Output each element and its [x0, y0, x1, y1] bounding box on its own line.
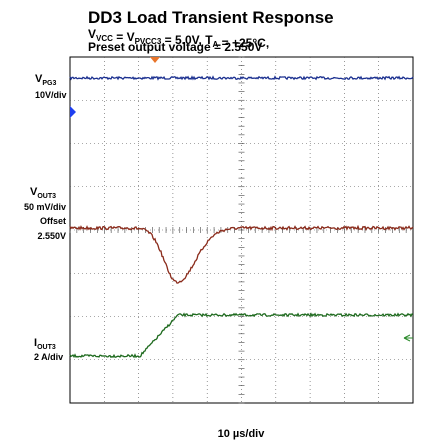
- trace-vpg3: [69, 75, 414, 81]
- trace-iout3: [69, 312, 414, 359]
- subscript: VCC: [96, 34, 113, 43]
- subscript: PG3: [42, 80, 56, 87]
- subscript: PVCC3: [135, 37, 162, 46]
- traces: [69, 75, 414, 359]
- grid: [69, 56, 413, 404]
- channel-scale: 50 mV/div: [24, 202, 66, 212]
- channel-name: IOUT3: [34, 337, 56, 351]
- text-run: = 5.0V, T: [161, 33, 213, 47]
- text-run: V: [30, 186, 38, 198]
- text-run: = V: [113, 30, 135, 44]
- text-run: Preset output voltage = 2.550V: [88, 40, 262, 54]
- offset-label: Offset: [40, 216, 66, 226]
- timebase: 10 µs/div: [218, 428, 266, 440]
- channel-scale: 10V/div: [35, 90, 67, 100]
- channel-marker: [70, 106, 76, 118]
- text-run: V: [88, 27, 96, 41]
- channel-scale: 2 A/div: [34, 352, 63, 362]
- channel-name: VOUT3: [30, 186, 56, 200]
- channel-marker: [403, 334, 413, 342]
- trigger-marker: [150, 57, 160, 63]
- trace-vout3: [69, 224, 414, 284]
- subscript: A: [213, 40, 219, 49]
- subtitle-line: VVCC = VPVCC3 = 5.0V, TA = +25°C,: [88, 27, 269, 50]
- subscript: OUT3: [37, 344, 56, 351]
- offset-value: 2.550V: [37, 231, 66, 241]
- subtitle-line: Preset output voltage = 2.550V: [88, 40, 262, 54]
- channel-name: VPG3: [35, 73, 56, 87]
- text-run: = +25°C,: [218, 36, 269, 50]
- text-run: V: [35, 73, 43, 85]
- subscript: OUT3: [37, 193, 56, 200]
- title: DD3 Load Transient Response: [88, 8, 334, 27]
- text-run: I: [34, 337, 37, 349]
